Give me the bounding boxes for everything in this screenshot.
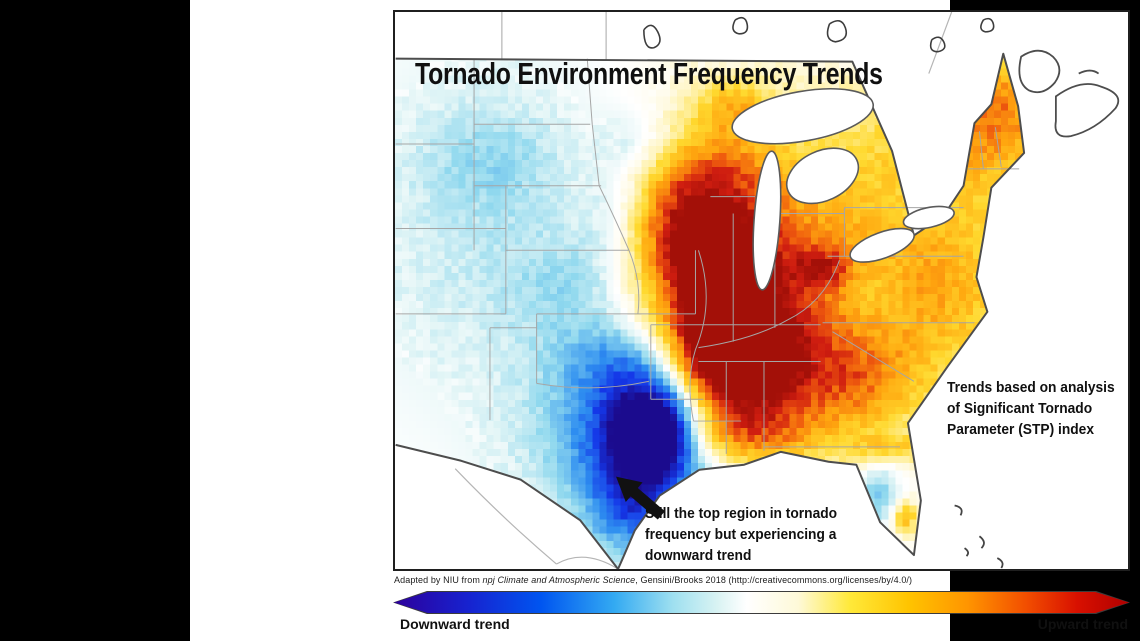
lake-michigan [752,150,782,291]
attribution-source: npj Climate and Atmospheric Science [482,575,636,585]
canada-mexico-border-lines [454,12,953,569]
texas-annotation: Still the top region in tornado frequenc… [645,506,838,564]
state-border-lines [395,58,1020,454]
upward-trend-label: Upward trend [1037,616,1128,632]
canada-small-lakes [643,16,995,53]
annotation-arrow-icon [616,476,665,520]
lake-erie [849,227,915,263]
attribution-prefix: Adapted by NIU from [394,575,483,585]
map-title: Tornado Environment Frequency Trends [415,56,883,91]
trend-colorbar [393,591,1130,614]
map-frame: Tornado Environment Frequency Trends Tre… [393,10,1130,571]
great-lakes [731,88,955,291]
lake-superior [731,88,875,145]
figure-panel: Tornado Environment Frequency Trends Tre… [190,0,1130,641]
lake-huron [786,147,860,205]
coastline-outline [395,52,1026,569]
prince-edward-island [1078,69,1100,75]
new-brunswick-outline [1018,49,1061,94]
attribution-suffix: , Gensini/Brooks 2018 (http://creativeco… [635,575,913,585]
nova-scotia-outline [1054,83,1120,138]
downward-trend-label: Downward trend [400,616,510,632]
bahamas-islands [954,504,1004,569]
map-boundaries [395,12,1120,569]
colorbar-labels: Downward trend Upward trend [393,616,1130,636]
maritime-provinces [1018,49,1120,138]
stp-methodology-note: Trends based on analysis of Significant … [947,380,1115,438]
trend-colorbar-gradient [394,592,1129,613]
lake-ontario [902,205,955,230]
attribution-line: Adapted by NIU from npj Climate and Atmo… [394,575,1130,585]
